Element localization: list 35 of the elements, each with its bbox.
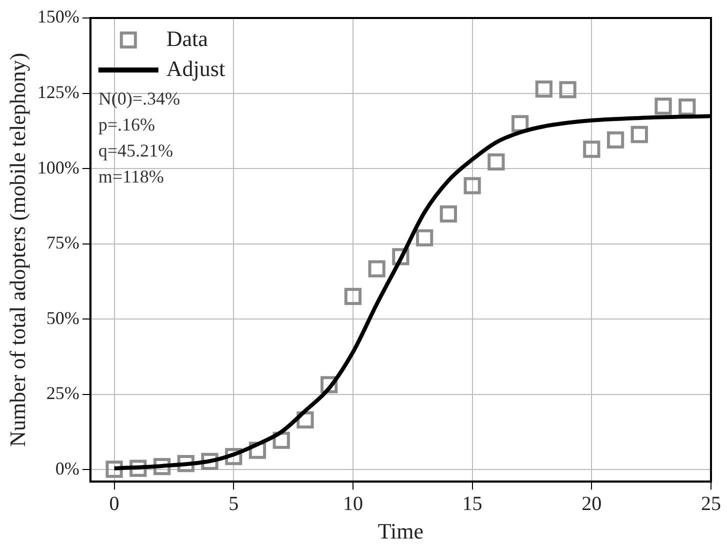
point xyxy=(654,98,672,115)
annotation: N(0)=.34% xyxy=(98,88,180,109)
point xyxy=(416,229,434,246)
point xyxy=(488,153,505,170)
x-axis-title: Time xyxy=(378,518,424,544)
point xyxy=(678,98,696,116)
legend-label: Data xyxy=(166,26,208,51)
x-tick-label: 10 xyxy=(342,492,363,515)
x-tick-label: 0 xyxy=(109,492,120,515)
y-tick-label: 75% xyxy=(46,232,80,253)
x-tick-label: 15 xyxy=(462,492,482,515)
y-tick-label: 125% xyxy=(37,82,80,102)
legend-label: Adjust xyxy=(166,56,226,81)
point xyxy=(583,140,600,158)
point xyxy=(464,177,481,194)
y-tick-label: 150% xyxy=(37,6,80,27)
point xyxy=(630,126,648,144)
point xyxy=(344,288,362,306)
x-tick-label: 20 xyxy=(582,492,602,515)
annotation: p=.16% xyxy=(98,114,156,135)
y-tick-label: 0% xyxy=(55,458,80,478)
point xyxy=(106,460,123,478)
annotation: q=45.21% xyxy=(98,140,174,161)
x-tick-label: 25 xyxy=(701,492,721,515)
point xyxy=(368,260,386,278)
y-tick-label: 100% xyxy=(37,157,80,178)
point xyxy=(606,131,624,148)
point xyxy=(440,205,458,223)
y-axis-title: Number of total adopters (mobile telephony) xyxy=(4,52,30,447)
point xyxy=(535,80,552,98)
annotation: m=118% xyxy=(98,166,164,187)
x-tick-label: 5 xyxy=(228,492,239,515)
y-tick-label: 25% xyxy=(46,383,80,404)
y-tick-label: 50% xyxy=(46,308,80,328)
point xyxy=(559,81,576,98)
